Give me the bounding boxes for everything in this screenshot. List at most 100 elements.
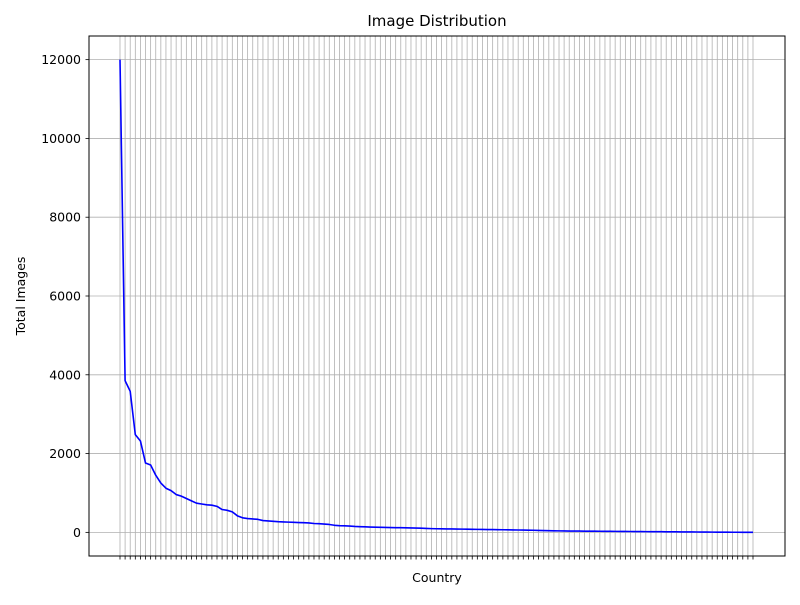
y-axis-ticks: 0 2000 4000 6000 8000 10000 12000	[41, 52, 89, 540]
data-point	[293, 522, 295, 524]
data-point	[676, 531, 678, 533]
chart-title: Image Distribution	[367, 12, 506, 30]
data-point	[517, 529, 519, 531]
data-point	[323, 523, 325, 525]
data-point	[334, 524, 336, 526]
data-point	[140, 440, 142, 442]
y-axis-label: Total Images	[13, 257, 28, 337]
data-point	[160, 482, 162, 484]
data-point	[410, 527, 412, 529]
data-point	[604, 531, 606, 533]
data-point	[374, 526, 376, 528]
data-point	[237, 515, 239, 517]
data-point	[635, 531, 637, 533]
data-point	[135, 434, 137, 436]
data-point	[589, 530, 591, 532]
data-point	[507, 529, 509, 531]
data-point	[129, 391, 131, 393]
data-point	[298, 522, 300, 524]
data-point	[380, 527, 382, 529]
data-point	[543, 530, 545, 532]
data-point	[487, 529, 489, 531]
data-point	[349, 525, 351, 527]
data-point	[477, 529, 479, 531]
data-point	[716, 531, 718, 533]
data-point	[196, 502, 198, 504]
y-tick-label: 0	[73, 525, 81, 540]
data-point	[625, 531, 627, 533]
data-point	[691, 531, 693, 533]
data-point	[277, 521, 279, 523]
data-point	[665, 531, 667, 533]
data-point	[563, 530, 565, 532]
data-point	[405, 527, 407, 529]
data-point	[599, 530, 601, 532]
data-point	[456, 528, 458, 530]
data-point	[390, 527, 392, 529]
data-point	[344, 525, 346, 527]
data-point	[660, 531, 662, 533]
y-tick-label: 6000	[49, 289, 81, 304]
data-point	[461, 528, 463, 530]
y-tick-label: 8000	[49, 210, 81, 225]
data-point	[267, 520, 269, 522]
data-point	[283, 521, 285, 523]
data-point	[497, 529, 499, 531]
data-point	[288, 521, 290, 523]
data-point	[119, 59, 121, 61]
y-tick-label: 10000	[41, 131, 81, 146]
horizontal-gridlines	[89, 59, 785, 533]
data-point	[257, 519, 259, 521]
series-line	[119, 59, 754, 534]
data-point	[471, 528, 473, 530]
data-point	[395, 527, 397, 529]
data-point	[436, 528, 438, 530]
data-point	[359, 526, 361, 528]
data-point	[752, 532, 754, 534]
data-point	[492, 529, 494, 531]
data-point	[339, 525, 341, 527]
data-point	[155, 474, 157, 476]
data-point	[124, 380, 126, 382]
data-point	[722, 531, 724, 533]
data-point	[584, 530, 586, 532]
data-point	[609, 531, 611, 533]
data-point	[420, 527, 422, 529]
data-point	[451, 528, 453, 530]
data-point	[650, 531, 652, 533]
data-point	[706, 531, 708, 533]
data-point	[502, 529, 504, 531]
data-point	[252, 518, 254, 520]
data-point	[655, 531, 657, 533]
data-point	[696, 531, 698, 533]
data-point	[441, 528, 443, 530]
data-point	[354, 526, 356, 528]
data-point	[400, 527, 402, 529]
data-point	[150, 464, 152, 466]
data-point	[538, 530, 540, 532]
data-point	[645, 531, 647, 533]
data-point	[533, 529, 535, 531]
x-axis-ticks	[119, 556, 754, 560]
data-point	[385, 527, 387, 529]
data-point	[313, 523, 315, 525]
data-point	[482, 529, 484, 531]
data-point	[732, 531, 734, 533]
data-point	[446, 528, 448, 530]
data-point	[165, 487, 167, 489]
data-point	[640, 531, 642, 533]
data-point	[308, 522, 310, 524]
data-point	[272, 521, 274, 523]
data-point	[247, 518, 249, 520]
data-point	[180, 495, 182, 497]
data-point	[191, 500, 193, 502]
data-point	[425, 528, 427, 530]
data-point	[671, 531, 673, 533]
data-point	[211, 504, 213, 506]
data-point	[431, 528, 433, 530]
data-point	[512, 529, 514, 531]
x-axis-label: Country	[412, 570, 462, 585]
